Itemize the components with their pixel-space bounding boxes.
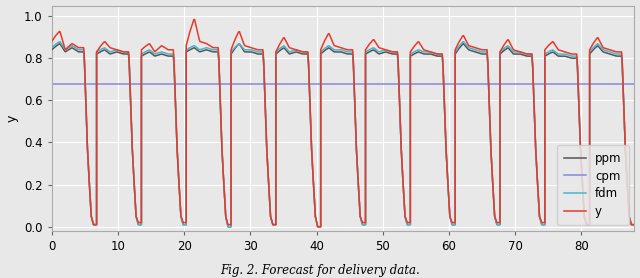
ppm	[296, 51, 303, 54]
Line: fdm: fdm	[52, 42, 634, 227]
Text: Fig. 2. Forecast for delivery data.: Fig. 2. Forecast for delivery data.	[220, 264, 420, 277]
ppm	[224, 225, 232, 229]
Y-axis label: y: y	[6, 115, 19, 122]
ppm	[590, 47, 598, 51]
y	[204, 43, 211, 46]
fdm	[204, 46, 211, 50]
fdm	[56, 40, 63, 43]
fdm	[224, 225, 232, 229]
fdm	[190, 44, 198, 48]
ppm	[56, 42, 63, 46]
y	[295, 49, 303, 52]
y	[189, 20, 197, 24]
Line: y: y	[52, 19, 634, 227]
y	[590, 40, 598, 44]
ppm	[48, 48, 56, 51]
ppm	[596, 46, 604, 49]
y	[630, 223, 638, 226]
y	[314, 225, 321, 229]
y	[584, 223, 592, 226]
ppm	[204, 48, 211, 52]
fdm	[48, 46, 56, 49]
ppm	[584, 223, 592, 226]
y	[596, 39, 604, 42]
fdm	[584, 223, 592, 226]
ppm	[190, 46, 198, 49]
y	[191, 18, 198, 21]
fdm	[296, 49, 303, 53]
cpm	[48, 83, 56, 86]
fdm	[630, 223, 638, 226]
fdm	[590, 45, 598, 48]
cpm	[54, 83, 62, 86]
fdm	[596, 44, 604, 47]
Line: ppm: ppm	[52, 44, 634, 227]
ppm	[630, 223, 638, 226]
Legend: ppm, cpm, fdm, y: ppm, cpm, fdm, y	[557, 145, 628, 225]
y	[48, 40, 56, 43]
